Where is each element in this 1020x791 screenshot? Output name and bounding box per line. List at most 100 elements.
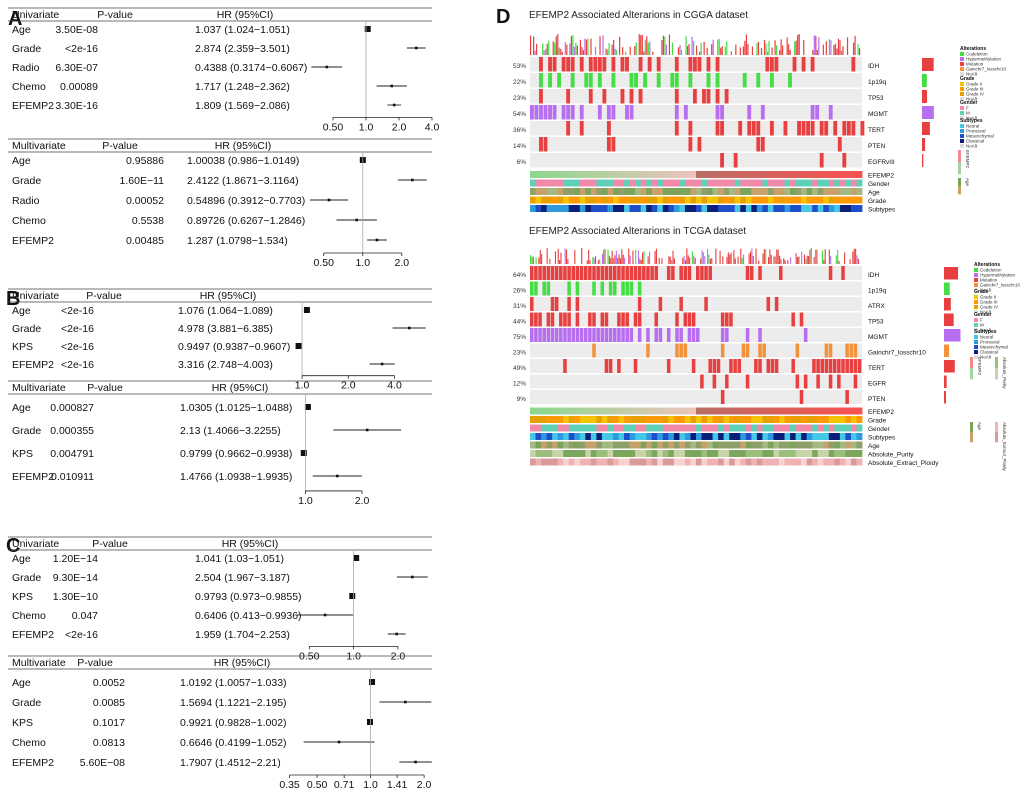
alteration-mark xyxy=(563,359,567,373)
annotation-cell xyxy=(828,171,835,178)
alteration-mark xyxy=(720,390,725,404)
annotation-cell xyxy=(596,196,603,204)
annotation-cell xyxy=(856,205,863,212)
alteration-mark xyxy=(702,89,706,104)
annotation-cell xyxy=(601,424,608,432)
hr-point xyxy=(335,474,339,478)
annotation-cell xyxy=(684,450,691,457)
annotation-cell xyxy=(696,179,702,187)
hr-header: HR (95%CI) xyxy=(222,538,279,550)
hr-point xyxy=(304,404,311,410)
annotation-label: Subtypes xyxy=(868,434,896,441)
annotation-cell xyxy=(673,179,680,187)
alteration-mark xyxy=(845,343,849,358)
top-count-bar xyxy=(706,47,708,55)
annotation-cell xyxy=(828,196,835,204)
annotation-cell xyxy=(552,188,559,195)
top-count-bar xyxy=(835,255,837,264)
x-tick-label: 1.0 xyxy=(295,380,310,392)
legend-label: Proneural xyxy=(966,129,986,134)
annotation-cell xyxy=(828,458,835,466)
alteration-mark xyxy=(715,121,720,136)
annotation-cell xyxy=(590,441,597,449)
annotation-cell xyxy=(574,407,581,415)
annotation-cell xyxy=(834,188,841,195)
top-count-bar xyxy=(661,40,663,55)
top-count-bar xyxy=(648,251,651,264)
annotation-cell xyxy=(590,196,597,204)
annotation-cell xyxy=(801,171,808,178)
side-frequency-bar xyxy=(922,122,930,135)
alteration-mark xyxy=(774,297,779,311)
annotation-cell xyxy=(779,196,785,204)
top-count-bar xyxy=(765,43,767,55)
annotation-cell xyxy=(563,179,570,187)
top-count-bar xyxy=(696,45,698,55)
annotation-cell xyxy=(773,205,780,212)
alteration-mark xyxy=(715,57,720,72)
alteration-mark xyxy=(716,359,721,373)
alteration-mark xyxy=(819,121,824,136)
annotation-cell xyxy=(607,450,614,457)
annotation-cell xyxy=(795,196,802,204)
legend-title: Grade xyxy=(974,289,989,295)
alteration-mark xyxy=(816,374,820,389)
annotation-cell xyxy=(629,188,636,195)
annotation-cell xyxy=(624,424,630,432)
row-label: Grade xyxy=(12,572,41,584)
annotation-cell xyxy=(767,179,774,187)
alteration-mark xyxy=(550,297,555,311)
alteration-mark xyxy=(697,137,702,152)
side-frequency-bar xyxy=(922,154,924,167)
alteration-mark xyxy=(620,89,625,104)
annotation-cell xyxy=(718,171,725,178)
alteration-mark xyxy=(674,57,679,72)
top-count-bar xyxy=(533,36,535,55)
annotation-cell xyxy=(701,188,708,195)
hr-header: HR (95%CI) xyxy=(217,9,274,21)
top-count-bar xyxy=(548,40,550,55)
alteration-mark xyxy=(674,121,679,136)
legend-label: Neural xyxy=(966,124,979,129)
annotation-cell xyxy=(839,407,846,415)
row-gene-label: EGFRvIII xyxy=(868,159,895,166)
legend-swatch xyxy=(960,92,964,96)
annotation-cell xyxy=(745,441,752,449)
row-hr-ci: 1.4766 (1.0938−1.9935) xyxy=(180,471,292,483)
annotation-cell xyxy=(751,424,758,432)
top-count-bar xyxy=(613,258,615,264)
scale-key-cell xyxy=(970,365,973,369)
row-p-value: <2e-16 xyxy=(61,341,94,353)
legend-title: Alterations xyxy=(974,262,1000,268)
annotation-cell xyxy=(734,450,741,457)
annotation-cell xyxy=(629,450,636,457)
annotation-cell xyxy=(817,179,824,187)
row-label: Grade xyxy=(12,697,41,709)
alteration-mark xyxy=(542,281,546,296)
annotation-cell xyxy=(801,424,808,432)
row-p-value: 0.00052 xyxy=(126,195,164,207)
annotation-cell xyxy=(839,416,846,423)
top-count-bar xyxy=(610,258,612,264)
annotation-cell xyxy=(723,179,730,187)
alteration-mark xyxy=(637,312,642,327)
annotation-cell xyxy=(773,179,780,187)
alteration-mark xyxy=(760,137,765,152)
annotation-cell xyxy=(657,450,664,457)
alteration-mark xyxy=(816,359,820,373)
top-count-bar xyxy=(730,51,732,55)
annotation-cell xyxy=(546,188,553,195)
alteration-mark xyxy=(539,105,543,120)
annotation-cell xyxy=(568,441,575,449)
row-hr-ci: 2.4122 (1.8671−3.1164) xyxy=(187,175,299,187)
alteration-mark xyxy=(687,266,692,280)
annotation-cell xyxy=(596,450,603,457)
annotation-cell xyxy=(557,196,564,204)
legend-label: Grade IV xyxy=(980,305,998,310)
top-count-bar xyxy=(592,256,594,264)
top-count-bar xyxy=(823,259,825,264)
row-label: Chemo xyxy=(12,81,46,93)
annotation-cell xyxy=(734,407,741,415)
annotation-cell xyxy=(690,424,697,432)
annotation-cell xyxy=(541,416,547,423)
